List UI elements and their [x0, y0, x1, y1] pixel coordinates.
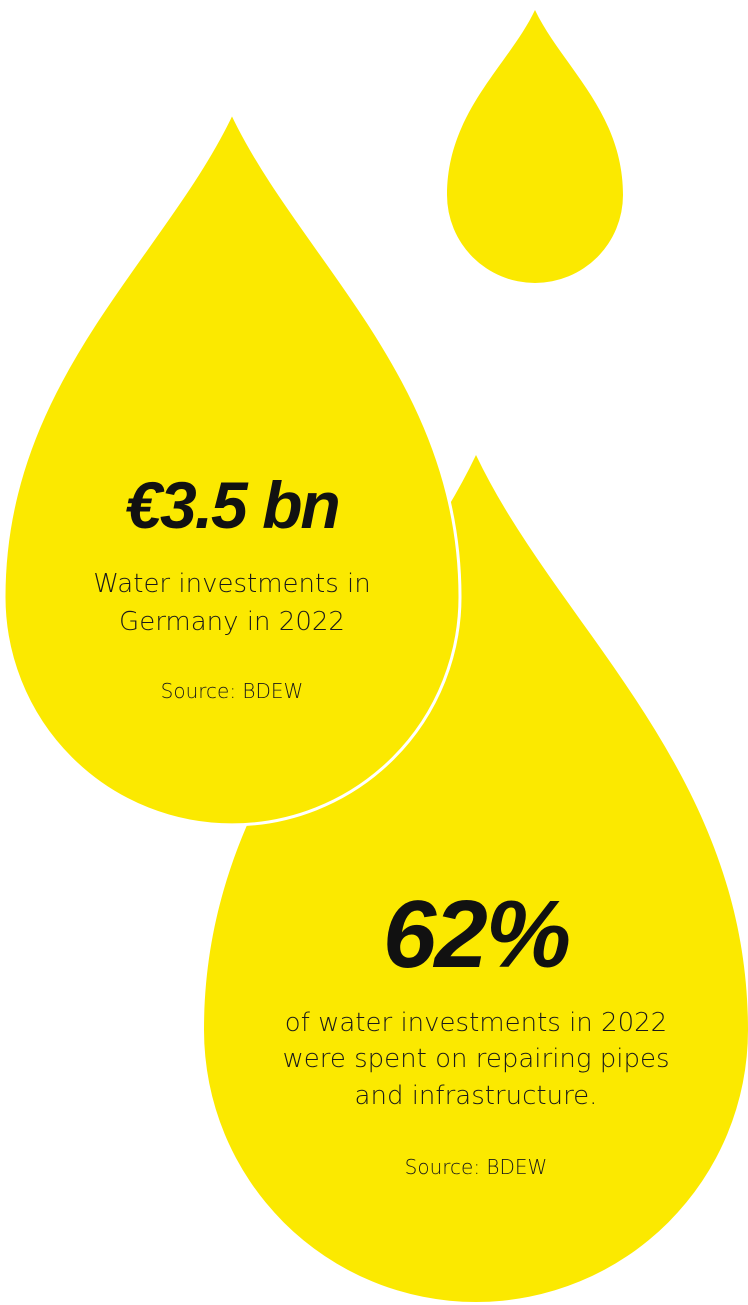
source: Source: BDEW: [405, 1155, 548, 1179]
description-line: of water investments in 2022: [285, 1008, 667, 1038]
description-line: Germany in 2022: [119, 607, 345, 637]
drop-medium: [2, 109, 462, 827]
source: Source: BDEW: [161, 679, 304, 703]
headline: €3.5 bn: [125, 468, 338, 542]
description-line: and infrastructure.: [355, 1081, 598, 1111]
headline: 62%: [383, 881, 569, 988]
drop-small: [447, 10, 623, 283]
description-line: were spent on repairing pipes: [282, 1044, 669, 1074]
description-line: Water investments in: [93, 569, 370, 599]
